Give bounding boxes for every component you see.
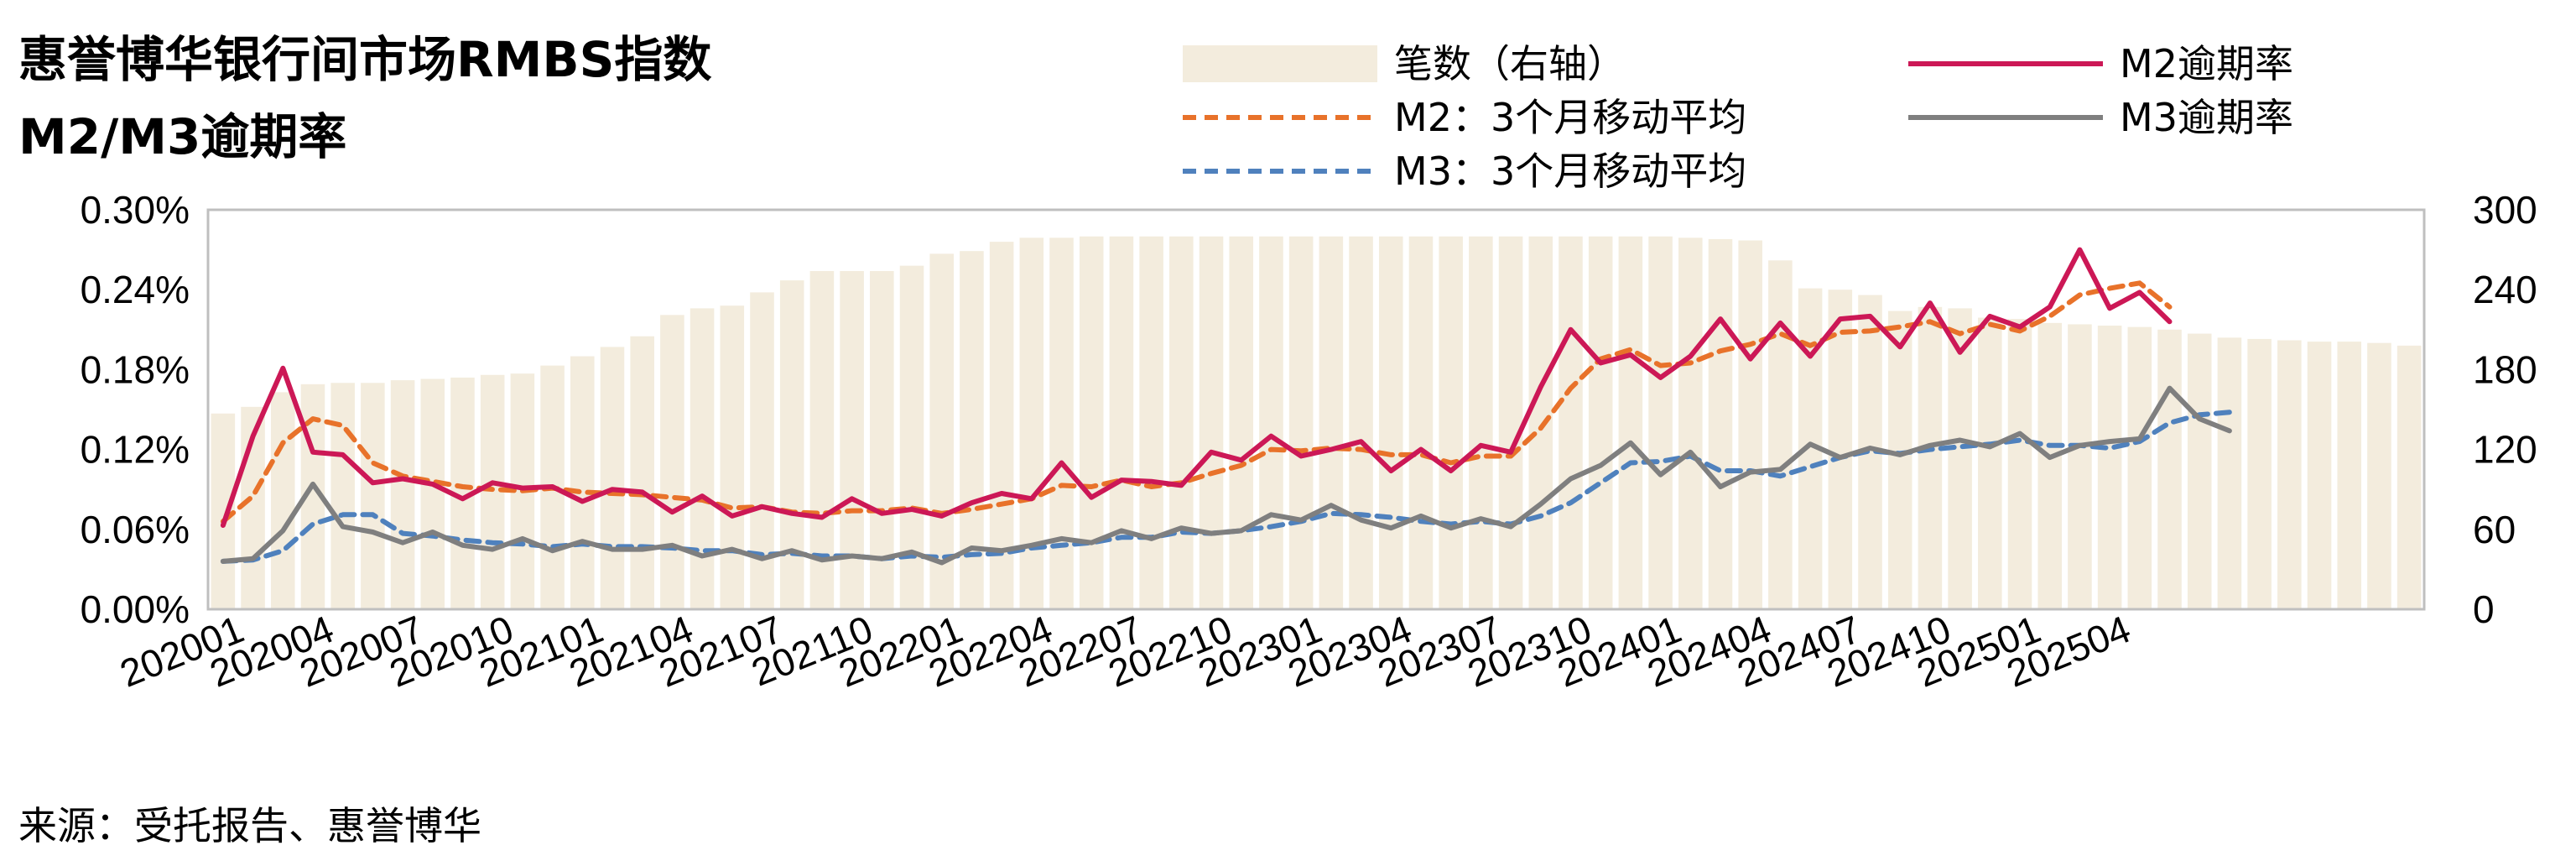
- bar-count-4: [330, 383, 355, 609]
- bar-count-62: [2068, 324, 2092, 609]
- plot-frame: [206, 208, 2426, 611]
- lines-layer: [220, 247, 2232, 566]
- bar-count-61: [2037, 322, 2062, 609]
- bar-count-49: [1678, 237, 1703, 609]
- bar-count-34: [1229, 236, 1254, 609]
- bar-count-69: [2277, 340, 2302, 609]
- bar-count-72: [2367, 342, 2391, 609]
- bar-count-66: [2187, 333, 2212, 609]
- bar-count-51: [1738, 240, 1762, 609]
- bar-count-7: [420, 378, 445, 609]
- bar-count-36: [1288, 236, 1314, 609]
- bar-count-33: [1199, 236, 1224, 609]
- legend-label-3: M2逾期率: [2120, 41, 2293, 86]
- bar-count-22: [870, 270, 894, 609]
- left-tick-5: 0.30%: [81, 188, 190, 232]
- bar-count-28: [1049, 237, 1074, 609]
- series-line-3: [220, 247, 2173, 528]
- bar-count-14: [630, 336, 654, 609]
- bar-count-41: [1439, 236, 1463, 609]
- bar-count-30: [1109, 236, 1134, 609]
- bar-count-35: [1259, 236, 1283, 609]
- left-tick-3: 0.18%: [81, 347, 190, 391]
- bar-count-24: [929, 253, 954, 609]
- bar-count-40: [1408, 236, 1434, 609]
- bar-count-19: [779, 280, 804, 609]
- right-tick-3: 180: [2473, 347, 2537, 391]
- right-tick-4: 240: [2473, 268, 2537, 311]
- bar-count-45: [1559, 236, 1583, 609]
- bar-count-16: [690, 308, 715, 609]
- left-tick-0: 0.00%: [81, 587, 190, 631]
- bar-count-32: [1169, 236, 1194, 609]
- right-axis-ticks: 0 60 120 180 240 300: [2473, 188, 2537, 631]
- bar-count-57: [1918, 306, 1943, 609]
- left-tick-2: 0.12%: [81, 428, 190, 472]
- chart-title: 惠誉博华银行间市场RMBS指数: [18, 31, 712, 88]
- bar-count-6: [390, 380, 415, 609]
- bar-count-31: [1139, 236, 1163, 609]
- bar-count-50: [1708, 238, 1733, 609]
- bar-count-48: [1648, 236, 1673, 609]
- bar-count-29: [1079, 236, 1104, 609]
- bar-count-71: [2337, 342, 2362, 609]
- legend-label-0: 笔数（右轴）: [1394, 41, 1626, 86]
- bar-count-2: [270, 392, 295, 609]
- right-tick-5: 300: [2473, 188, 2537, 232]
- bar-count-64: [2127, 326, 2152, 609]
- bar-count-42: [1469, 236, 1493, 609]
- bar-count-52: [1768, 260, 1793, 609]
- legend-label-1: M2：3个月移动平均: [1394, 95, 1746, 140]
- bar-count-17: [720, 305, 745, 609]
- axis-layer: [206, 208, 2426, 611]
- bar-count-68: [2247, 338, 2272, 609]
- bar-count-70: [2307, 342, 2332, 609]
- bar-count-43: [1498, 236, 1523, 609]
- chart-subtitle: M2/M3逾期率: [18, 108, 347, 165]
- legend-label-2: M3：3个月移动平均: [1394, 149, 1746, 194]
- bar-count-37: [1319, 236, 1344, 609]
- bar-count-73: [2396, 345, 2422, 609]
- bars-layer: [211, 236, 2422, 609]
- legend-label-4: M3逾期率: [2120, 95, 2293, 140]
- bar-count-12: [570, 356, 595, 609]
- right-tick-1: 60: [2473, 508, 2516, 551]
- bar-count-60: [2007, 319, 2032, 609]
- bar-count-44: [1528, 236, 1553, 609]
- left-axis-ticks: 0.00% 0.06% 0.12% 0.18% 0.24% 0.30%: [81, 188, 190, 631]
- right-tick-0: 0: [2473, 587, 2495, 631]
- bar-count-15: [660, 315, 684, 609]
- left-tick-4: 0.24%: [81, 268, 190, 311]
- bar-count-13: [600, 347, 625, 609]
- bar-count-58: [1948, 308, 1972, 609]
- bar-count-47: [1618, 236, 1643, 609]
- left-tick-1: 0.06%: [81, 508, 190, 551]
- legend-swatch-0: [1183, 45, 1377, 82]
- bar-count-46: [1588, 236, 1613, 609]
- legend: 笔数（右轴） M2：3个月移动平均 M3：3个月移动平均 M2逾期率 M3逾期率: [1183, 41, 2293, 194]
- bar-count-65: [2157, 329, 2182, 609]
- bar-count-56: [1887, 310, 1912, 609]
- bar-count-54: [1828, 290, 1853, 609]
- bar-count-27: [1019, 237, 1044, 609]
- bar-count-18: [750, 292, 774, 609]
- bar-count-39: [1378, 236, 1403, 609]
- bar-count-21: [840, 270, 864, 609]
- series-line-1: [220, 385, 2232, 566]
- bar-count-5: [361, 383, 385, 609]
- x-axis-ticks: 2020012020042020072020102021012021042021…: [114, 607, 2136, 696]
- bar-count-59: [1978, 317, 2002, 609]
- bar-count-38: [1349, 236, 1373, 609]
- right-tick-2: 120: [2473, 428, 2537, 472]
- source-note: 来源：受托报告、惠誉博华: [18, 803, 481, 848]
- bar-count-63: [2097, 326, 2122, 609]
- bar-count-67: [2217, 337, 2242, 609]
